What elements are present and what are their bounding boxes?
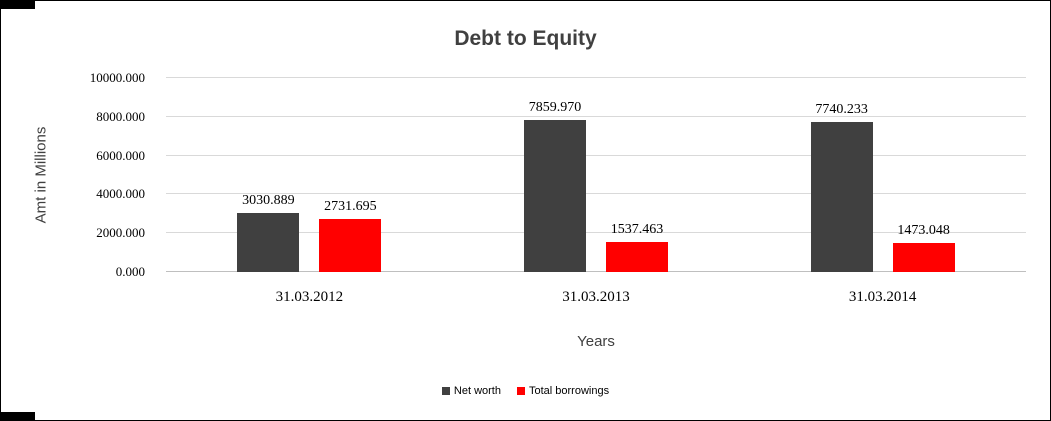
bar-item: 3030.889	[237, 78, 300, 272]
bar-group: 7740.233 1473.048	[739, 78, 1026, 272]
y-tick-label: 6000.000	[96, 147, 145, 163]
bar-group: 3030.889 2731.695	[166, 78, 453, 272]
bar-item: 1473.048	[892, 78, 955, 272]
x-axis-line	[166, 271, 1026, 272]
corner-mark	[1, 1, 35, 9]
x-category-label: 31.03.2012	[275, 289, 344, 305]
x-axis-title: Years	[577, 333, 615, 350]
bar-item: 1537.463	[606, 78, 668, 272]
bar-total-borrowings	[606, 242, 668, 272]
legend-swatch-icon	[516, 387, 525, 395]
corner-mark	[1, 412, 35, 420]
data-label: 1473.048	[897, 223, 950, 239]
legend-label: Total borrowings	[528, 385, 610, 397]
gridline	[166, 193, 1026, 195]
bar-item: 7859.970	[524, 78, 586, 272]
plot-area: 3030.889 2731.695 7859.970 1537.463 7740.233…	[166, 77, 1026, 272]
bar-net-worth	[237, 213, 300, 272]
bar-total-borrowings	[892, 243, 955, 272]
data-label: 2731.695	[324, 199, 377, 215]
x-category-label: 31.03.2013	[562, 289, 630, 305]
x-category-label: 31.03.2014	[848, 289, 917, 305]
y-axis-ticks: 0.000 2000.000 4000.000 6000.000 8000.000 100…	[1, 70, 153, 279]
gridline	[166, 77, 1026, 78]
gridline	[166, 154, 1026, 156]
legend-swatch-icon	[441, 387, 450, 395]
gridline	[166, 232, 1026, 234]
y-tick-label: 0.000	[115, 264, 145, 279]
data-label: 1537.463	[610, 222, 664, 238]
y-tick-label: 8000.000	[96, 108, 145, 124]
y-tick-label: 2000.000	[96, 225, 145, 241]
legend-label: Net worth	[453, 385, 501, 397]
bar-groups: 3030.889 2731.695 7859.970 1537.463 7740.233…	[166, 78, 1026, 272]
y-tick-label: 4000.000	[96, 186, 145, 202]
gridlines	[166, 77, 1026, 272]
legend-item: Total borrowings	[516, 385, 610, 397]
y-tick-label: 10000.000	[89, 70, 145, 85]
data-label: 7859.970	[528, 99, 582, 115]
bar-total-borrowings	[319, 219, 382, 272]
chart-title: Debt to Equity	[454, 27, 597, 50]
bar-item: 2731.695	[319, 78, 382, 272]
bar-net-worth	[810, 121, 873, 272]
data-label: 7740.233	[815, 101, 868, 117]
bar-group: 7859.970 1537.463	[453, 78, 740, 272]
data-label: 3030.889	[242, 193, 295, 209]
bar-item: 7740.233	[810, 78, 873, 272]
gridline	[166, 115, 1026, 117]
legend: Net worth Total borrowings	[1, 385, 1050, 397]
bar-net-worth	[524, 119, 586, 272]
x-axis-labels: 31.03.2012 31.03.2013 31.03.2014	[166, 289, 1026, 306]
legend-item: Net worth	[441, 385, 501, 397]
